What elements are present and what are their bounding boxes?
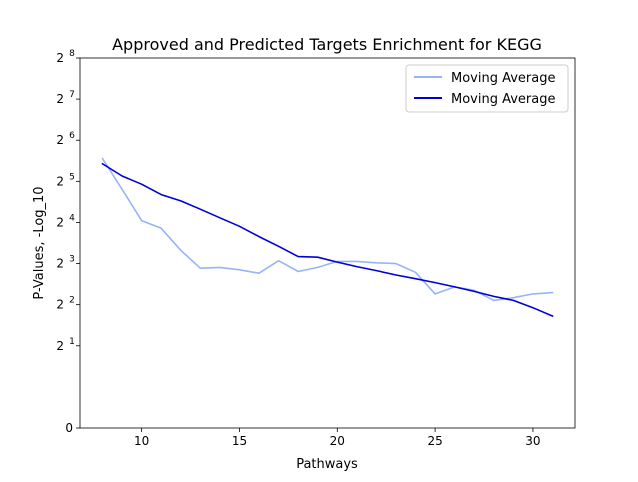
series-line-1	[101, 162, 554, 318]
x-tick-label: 20	[330, 434, 345, 448]
x-tick-label: 25	[427, 434, 442, 448]
y-tick-exponent: 4	[69, 213, 75, 223]
y-tick-exponent: 2	[69, 296, 75, 306]
y-tick-exponent: 1	[69, 337, 75, 347]
x-axis-ticks: 10 15 20 25 30	[134, 428, 541, 448]
y-tick-label: 2	[56, 51, 64, 65]
plot-frame	[79, 57, 576, 429]
y-axis-ticks: 02 12 22 32 42 52 62 72 8	[56, 49, 80, 435]
x-tick-label: 15	[232, 434, 247, 448]
y-axis-label: P-Values, -Log_10	[32, 186, 47, 299]
legend-label-moving-average-dark: Moving Average	[451, 92, 555, 107]
y-tick-exponent: 6	[69, 131, 75, 141]
y-tick-label: 0	[65, 421, 73, 435]
y-tick-label: 2	[56, 92, 64, 106]
x-tick-label: 30	[525, 434, 540, 448]
y-tick-label: 2	[56, 257, 64, 271]
y-tick-exponent: 3	[69, 255, 75, 265]
y-tick-label: 2	[56, 339, 64, 353]
y-tick-exponent: 8	[69, 49, 75, 59]
legend-label-moving-average-light: Moving Average	[451, 71, 555, 86]
series-layer	[101, 157, 554, 318]
y-tick-exponent: 5	[69, 172, 75, 182]
y-tick-label: 2	[56, 174, 64, 188]
x-axis-label: Pathways	[296, 457, 358, 472]
y-tick-label: 2	[56, 133, 64, 147]
x-tick-label: 10	[134, 434, 149, 448]
y-tick-label: 2	[56, 298, 64, 312]
chart-title: Approved and Predicted Targets Enrichmen…	[112, 35, 542, 54]
y-tick-exponent: 7	[69, 90, 75, 100]
legend-box	[405, 64, 569, 113]
y-tick-label: 2	[56, 215, 64, 229]
legend: Moving Average Moving Average	[405, 64, 569, 113]
